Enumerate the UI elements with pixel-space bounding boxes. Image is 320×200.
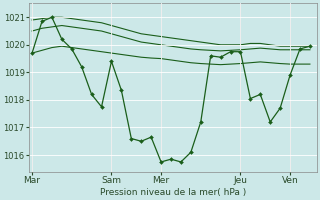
X-axis label: Pression niveau de la mer( hPa ): Pression niveau de la mer( hPa ) [100,188,246,197]
